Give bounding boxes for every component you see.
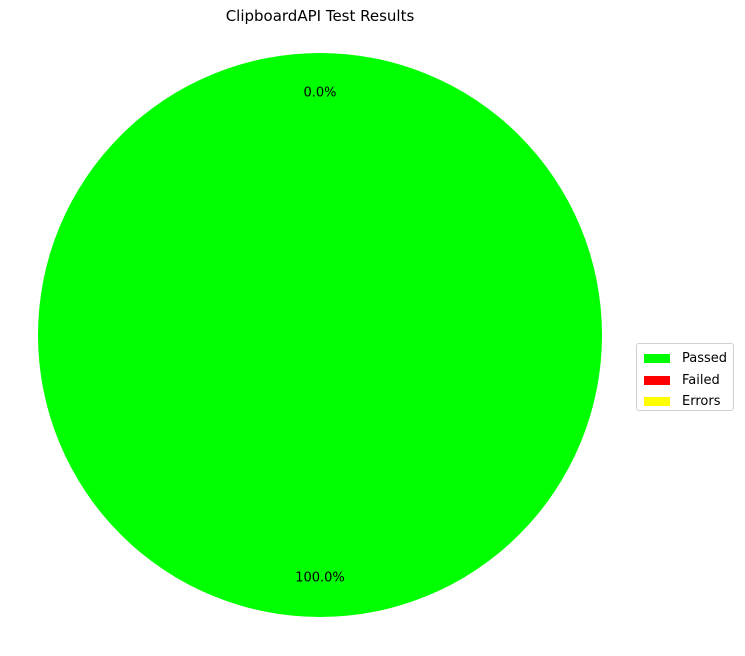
legend: Passed Failed Errors [636,343,734,411]
pct-label-failed: 0.0% [303,85,336,100]
legend-swatch-failed [644,375,670,385]
pie-slice-passed [38,53,602,617]
legend-swatch-passed [644,354,670,364]
chart-title: ClipboardAPI Test Results [225,7,415,25]
legend-item-errors: Errors [644,391,733,413]
legend-label-failed: Failed [682,372,720,388]
legend-label-passed: Passed [682,351,728,367]
pct-label-passed: 100.0% [295,571,345,586]
legend-label-errors: Errors [682,394,721,410]
legend-item-passed: Passed [644,348,733,370]
legend-swatch-errors [644,397,670,407]
legend-item-failed: Failed [644,370,733,392]
